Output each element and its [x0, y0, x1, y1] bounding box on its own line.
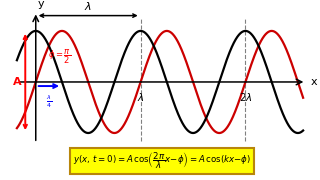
Text: $y(x,\,t{=}0) = A\,\cos\!\left(\dfrac{2\pi}{\lambda}x\!-\!\phi\right)= A\,\cos(k: $y(x,\,t{=}0) = A\,\cos\!\left(\dfrac{2\… — [73, 151, 251, 171]
Text: $\lambda$: $\lambda$ — [137, 91, 144, 103]
Text: $2\lambda$: $2\lambda$ — [239, 91, 252, 103]
Text: $\lambda$: $\lambda$ — [84, 0, 92, 12]
Text: y: y — [38, 0, 44, 10]
Text: $\phi{=}\dfrac{\pi}{2}$: $\phi{=}\dfrac{\pi}{2}$ — [48, 47, 71, 66]
Text: $\frac{\lambda}{4}$: $\frac{\lambda}{4}$ — [46, 93, 52, 110]
Text: A: A — [12, 77, 21, 87]
Text: x: x — [310, 77, 317, 87]
